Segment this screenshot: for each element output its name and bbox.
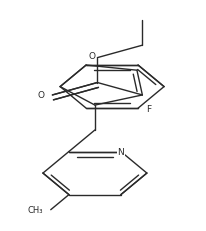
Text: O: O [37, 91, 44, 100]
Text: N: N [117, 147, 124, 156]
Text: O: O [88, 52, 95, 61]
Text: F: F [145, 104, 151, 113]
Text: CH₃: CH₃ [27, 205, 42, 214]
